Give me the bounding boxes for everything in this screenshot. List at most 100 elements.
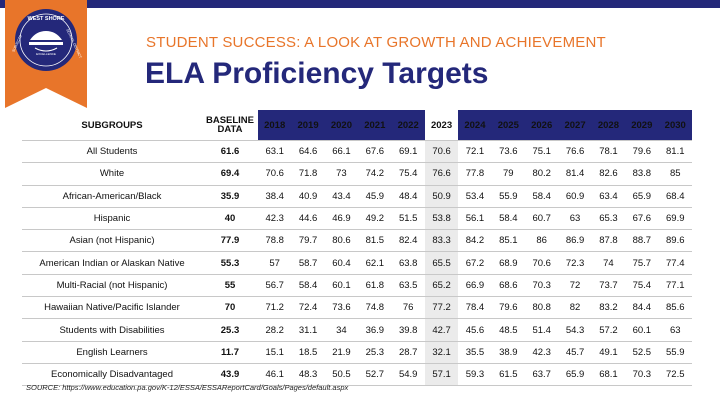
target-cell-2029: 84.4 [632,302,652,314]
year-header-2024: 2024 [458,110,492,141]
target-cell-2020: 66.1 [332,146,351,158]
target-cell-2022: 63.8 [398,257,418,269]
target-cell-2027: 65.9 [565,369,585,381]
target-cell-2022: 69.1 [398,146,418,158]
subgroup-name: Students with Disabilities [59,324,165,336]
target-cell-2019: 58.4 [298,279,318,291]
target-cell-2029: 65.9 [632,190,652,202]
logo-motto: EXCELLENCE [36,52,56,56]
target-cell-2024: 77.8 [465,168,485,180]
target-cell-2030: 89.6 [666,235,685,247]
baseline-value: 55 [224,279,236,291]
year-header-2023: 2023 [424,110,459,141]
target-cell-2026: 42.3 [532,346,551,358]
year-header-2026: 2026 [525,110,559,141]
table-row: White 69.4 70.6 71.8 73 74.2 75.4 76.6 77.8 79 80.… [22,162,692,186]
target-cell-2026: 75.1 [532,146,551,158]
target-cell-2018: 38.4 [265,190,284,202]
subgroup-name: Hawaiian Native/Pacific Islander [44,302,180,314]
target-cell-2025: 79.6 [499,302,518,314]
target-cell-2027: 63 [569,213,581,225]
target-cell-2021: 67.6 [365,146,385,158]
table-row: Students with Disabilities 25.3 28.2 31.1 34… [22,318,692,342]
target-cell-2025: 68.6 [499,279,518,291]
target-cell-2022: 54.9 [398,369,418,381]
baseline-value: 11.7 [221,346,239,358]
baseline-value: 69.4 [220,168,240,180]
target-cell-2030: 81.1 [666,146,685,158]
table-row: Economically Disadvantaged 43.9 46.1 48.3 50… [22,363,692,386]
target-cell-2027: 81.4 [565,168,585,180]
target-cell-2018: 46.1 [265,369,284,381]
target-cell-2020: 46.9 [332,213,351,225]
target-cell-2027: 82 [569,302,581,314]
target-cell-2020: 73.6 [332,302,351,314]
subgroup-name: Asian (not Hispanic) [69,235,155,247]
table-row: Asian (not Hispanic) 77.9 78.8 79.7 80.6 81.5… [22,229,692,252]
target-cell-2021: 62.1 [365,257,385,269]
target-cell-2024: 72.1 [465,146,485,158]
target-cell-2026: 86 [536,235,547,247]
table-row: African-American/Black 35.9 38.4 40.9 43.4 45… [22,185,692,208]
target-cell-2022: 75.4 [398,168,418,180]
target-cell-2020: 34 [336,324,347,336]
target-cell-2021: 74.8 [365,302,385,314]
target-cell-2018: 42.3 [265,213,284,225]
page-subtitle: STUDENT SUCCESS: A LOOK AT GROWTH AND AC… [146,34,606,51]
target-cell-2019: 72.4 [298,302,318,314]
table-row: Multi-Racial (not Hispanic) 55 56.7 58.4 60.… [22,274,692,297]
target-cell-2024: 45.6 [465,324,485,336]
target-cell-2025: 68.9 [499,257,518,269]
subgroup-name: Hispanic [93,213,131,225]
target-cell-2030: 77.4 [666,257,685,269]
subgroup-name: American Indian or Alaskan Native [39,257,185,269]
target-cell-2022: 28.7 [398,346,418,358]
target-cell-2021: 45.9 [365,190,385,202]
target-cell-2019: 64.6 [298,146,318,158]
target-cell-2030: 77.1 [666,279,685,291]
target-cell-2021: 36.9 [365,324,385,336]
target-cell-2021: 25.3 [365,346,385,358]
baseline-value: 43.9 [220,369,240,381]
year-header-2028: 2028 [591,110,626,141]
target-cell-2019: 40.9 [298,190,318,202]
subgroup-name: Economically Disadvantaged [51,369,173,381]
target-cell-2018: 63.1 [265,146,284,158]
target-cell-2023: 76.6 [424,162,459,186]
target-cell-2025: 58.4 [499,213,518,225]
year-header-2029: 2029 [625,110,659,141]
target-cell-2025: 79 [503,168,514,180]
target-cell-2020: 60.1 [332,279,351,291]
target-cell-2026: 80.8 [532,302,551,314]
target-cell-2024: 35.5 [465,346,485,358]
baseline-value: 35.9 [220,190,240,202]
target-cell-2023: 32.1 [424,341,459,364]
table-row: Hawaiian Native/Pacific Islander 70 71.2 72… [22,296,692,319]
target-cell-2030: 72.5 [666,369,685,381]
target-cell-2024: 59.3 [465,369,485,381]
target-cell-2019: 79.7 [298,235,318,247]
table-row: English Learners 11.7 15.1 18.5 21.9 25.3 28.7… [22,341,692,364]
year-header-2025: 2025 [491,110,525,141]
target-cell-2022: 48.4 [398,190,418,202]
target-cell-2018: 15.1 [265,346,284,358]
target-cell-2029: 83.8 [632,168,652,180]
table-row: Hispanic 40 42.3 44.6 46.9 49.2 51.5 53.8 56.1 58… [22,207,692,230]
target-cell-2030: 85 [669,168,681,180]
target-cell-2023: 50.9 [424,185,459,208]
target-cell-2028: 68.1 [599,369,618,381]
target-cell-2028: 57.2 [599,324,618,336]
target-cell-2023: 42.7 [424,318,459,342]
target-cell-2024: 56.1 [465,213,485,225]
target-cell-2029: 70.3 [632,369,652,381]
target-cell-2018: 70.6 [265,168,284,180]
district-logo-icon: WEST SHORE SUBJECTS SCHOOL DISTRICT EXCE… [5,0,87,108]
target-cell-2029: 79.6 [632,146,652,158]
subgroup-name: English Learners [76,346,148,358]
baseline-value: 77.9 [220,235,240,247]
baseline-header: BASELINE DATA [205,115,255,135]
target-cell-2030: 63 [669,324,681,336]
top-bar [0,0,720,8]
proficiency-table: SUBGROUPS BASELINE DATA 2018 2019 2020 2021 2… [22,110,692,386]
target-cell-2022: 63.5 [398,279,418,291]
